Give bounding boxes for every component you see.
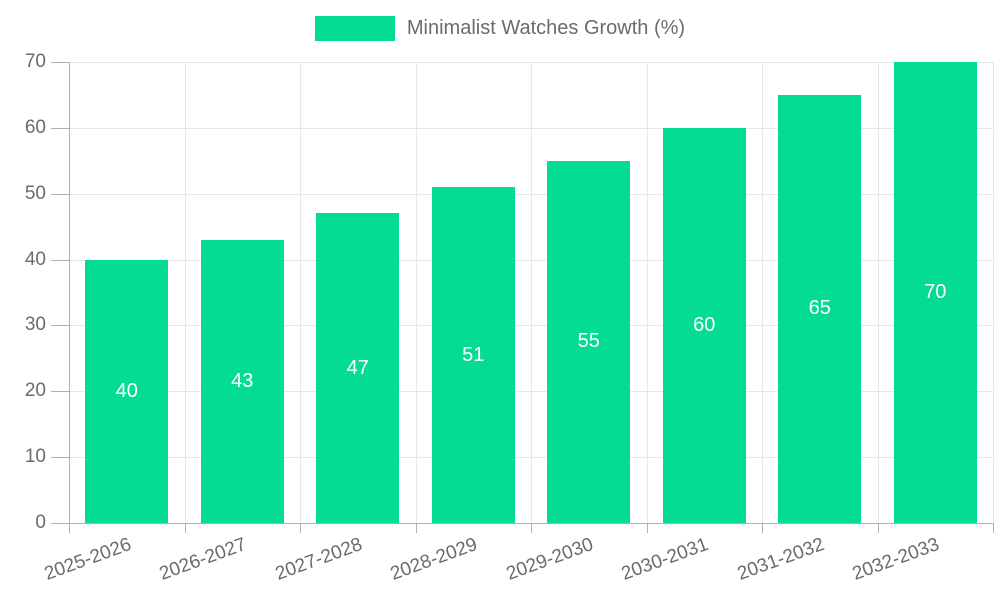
- x-axis-tick: [646, 523, 648, 533]
- y-axis-tick: [51, 193, 69, 195]
- bar-2028-2029[interactable]: 51: [431, 187, 515, 523]
- gridline-vertical: [415, 62, 417, 523]
- x-axis-tick: [762, 523, 763, 533]
- y-axis-tick: [51, 523, 69, 524]
- x-axis-tick: [531, 523, 532, 533]
- bar-2025-2026[interactable]: 40: [85, 259, 169, 523]
- chart-legend[interactable]: Minimalist Watches Growth (%): [0, 16, 1000, 41]
- bar-value-label: 40: [115, 379, 138, 402]
- y-tick-label: 10: [24, 446, 46, 468]
- y-axis-tick: [51, 62, 69, 63]
- y-axis-tick: [51, 325, 69, 327]
- gridline-vertical: [531, 62, 532, 523]
- x-axis-tick: [300, 523, 301, 533]
- bar-2027-2028[interactable]: 47: [316, 213, 400, 523]
- y-axis-tick: [51, 127, 69, 129]
- y-tick-label: 0: [35, 512, 46, 533]
- y-tick-label: 30: [24, 314, 46, 336]
- y-tick-label: 60: [24, 116, 46, 138]
- bar-value-label: 60: [693, 313, 716, 336]
- gridline-vertical: [762, 62, 763, 523]
- gridline-vertical: [993, 62, 994, 523]
- y-tick-label: 20: [24, 380, 46, 402]
- legend-swatch: [314, 16, 395, 41]
- y-axis-tick: [51, 391, 69, 393]
- y-axis-tick: [51, 457, 69, 459]
- y-axis-line: [69, 62, 70, 523]
- gridline-vertical: [184, 62, 186, 523]
- bar-value-label: 43: [231, 369, 254, 392]
- bar-value-label: 47: [346, 356, 369, 379]
- gridline-vertical: [877, 62, 879, 523]
- x-axis-tick: [184, 523, 186, 533]
- bar-value-label: 70: [924, 281, 947, 303]
- x-axis-tick: [877, 523, 879, 533]
- bar-2032-2033[interactable]: 70: [893, 62, 977, 523]
- y-axis-tick: [51, 259, 69, 261]
- y-tick-label: 70: [24, 51, 46, 72]
- y-tick-label: 50: [24, 182, 46, 204]
- bar-2029-2030[interactable]: 55: [547, 160, 631, 523]
- gridline-vertical: [646, 62, 648, 523]
- x-axis-tick: [993, 523, 994, 533]
- bar-2031-2032[interactable]: 65: [778, 94, 862, 523]
- y-tick-label: 40: [24, 248, 46, 270]
- legend-label: Minimalist Watches Growth (%): [406, 17, 686, 39]
- gridline-vertical: [300, 62, 301, 523]
- bar-value-label: 55: [577, 330, 600, 353]
- x-axis-tick: [415, 523, 417, 533]
- bar-2026-2027[interactable]: 43: [200, 239, 284, 523]
- x-axis-tick: [69, 523, 70, 533]
- bar-value-label: 65: [808, 297, 831, 320]
- bar-value-label: 51: [462, 343, 485, 366]
- bar-2030-2031[interactable]: 60: [662, 127, 746, 523]
